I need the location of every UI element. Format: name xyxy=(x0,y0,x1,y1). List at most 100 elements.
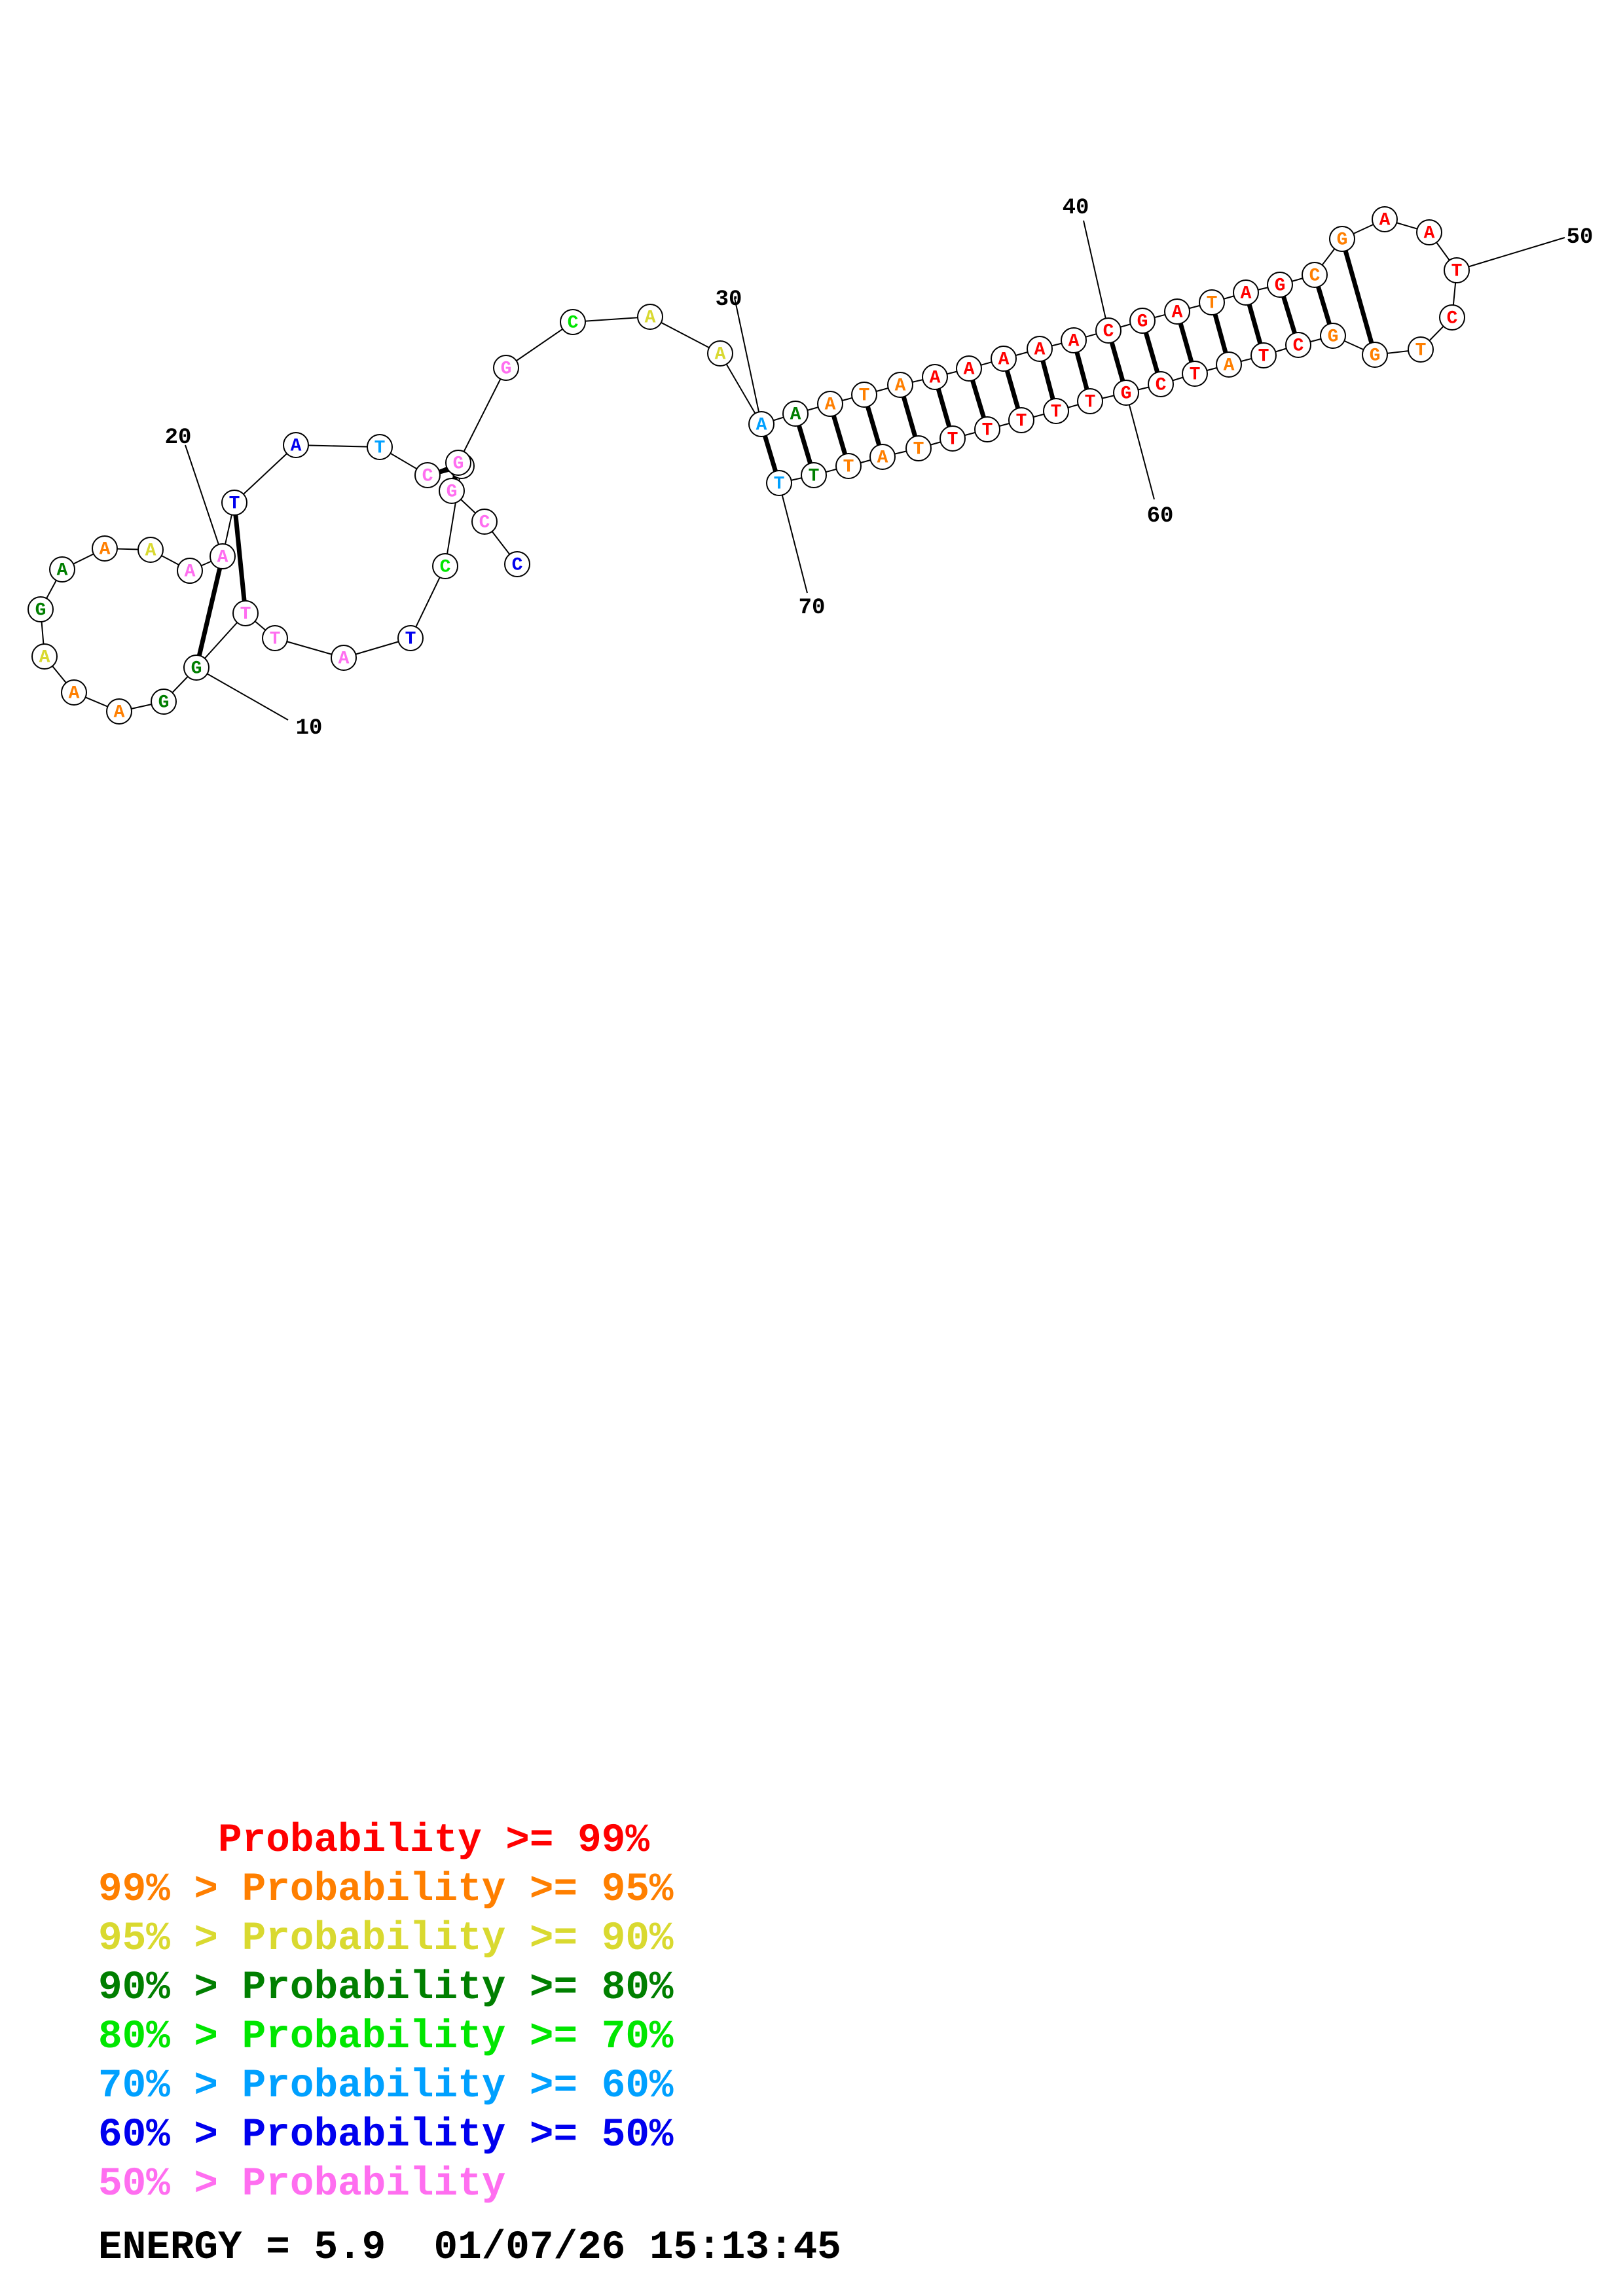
legend-row: 90% > Probability >= 80% xyxy=(98,1965,674,2011)
nucleotide-circle xyxy=(1444,257,1470,283)
nucleotide-circle xyxy=(1372,206,1398,232)
nucleotide-letter: C xyxy=(1447,308,1458,329)
nucleotide-letter: T xyxy=(1016,411,1027,431)
nucleotide-circle xyxy=(1250,342,1277,368)
legend-row: 60% > Probability >= 50% xyxy=(98,2113,674,2158)
nucleotide-31: A xyxy=(782,401,809,427)
energy-footer: ENERGY = 5.9 01/07/26 15:13:45 xyxy=(98,2225,841,2270)
backbone-link xyxy=(410,565,446,639)
nucleotide-8: T xyxy=(262,625,288,651)
nucleotide-28: A xyxy=(637,304,663,330)
position-number-label: 20 xyxy=(165,425,192,450)
base-pair-bond xyxy=(232,502,248,614)
nucleotide-letter: A xyxy=(1068,331,1080,351)
nucleotide-circle xyxy=(1320,323,1346,349)
nucleotide-1: C xyxy=(504,551,530,577)
nucleotide-circle xyxy=(27,596,54,622)
nucleotide-49: A xyxy=(1416,219,1442,245)
nucleotide-circle xyxy=(1199,289,1225,315)
nucleotide-circle xyxy=(939,425,966,452)
nucleotide-letter: G xyxy=(35,600,46,620)
backbone-link xyxy=(295,444,380,448)
nucleotide-circle xyxy=(887,372,913,398)
nucleotide-circle xyxy=(183,655,210,681)
nucleotide-circle xyxy=(974,416,1000,442)
nucleotide-circle xyxy=(1233,279,1259,306)
nucleotide-letter: A xyxy=(39,647,50,668)
nucleotide-circle xyxy=(151,689,177,715)
nucleotide-letter: A xyxy=(1034,340,1046,360)
nucleotide-circle xyxy=(956,355,982,382)
nucleotide-letter: C xyxy=(422,466,433,486)
nucleotide-67: A xyxy=(869,444,896,470)
nucleotide-circle xyxy=(504,551,530,577)
nucleotide-14: A xyxy=(31,643,58,670)
nucleotide-letter: C xyxy=(512,555,523,575)
nucleotide-letter: T xyxy=(374,438,386,458)
nucleotide-letter: C xyxy=(1293,336,1304,356)
nucleotide-letter: A xyxy=(291,436,302,456)
nucleotide-circle xyxy=(560,309,586,335)
nucleotide-11: G xyxy=(151,689,177,715)
nucleotide-circle xyxy=(92,535,118,562)
nucleotide-30: A xyxy=(748,411,775,437)
nucleotide-letter: G xyxy=(1275,276,1286,296)
legend-row: 50% > Probability xyxy=(98,2162,506,2207)
nucleotide-letter: A xyxy=(185,562,196,582)
nucleotide-10: G xyxy=(183,655,210,681)
legend-row: 99% > Probability >= 95% xyxy=(98,1867,674,1912)
nucleotide-letter: T xyxy=(270,629,281,649)
nucleotide-letter: T xyxy=(1190,365,1201,385)
position-number-label: 10 xyxy=(296,716,323,741)
probability-legend: Probability >= 99% 99% > Probability >= 9… xyxy=(98,1816,674,2209)
nucleotide-5: C xyxy=(432,553,458,579)
nucleotide-circle xyxy=(1113,380,1139,406)
nucleotide-circle xyxy=(1408,336,1434,363)
number-tick xyxy=(734,297,762,425)
nucleotide-circle xyxy=(869,444,896,470)
nucleotide-circle xyxy=(905,435,932,461)
nucleotide-circle xyxy=(1061,327,1087,353)
nucleotide-letter: T xyxy=(1415,340,1427,361)
nucleotide-26: G xyxy=(493,355,519,381)
nucleotide-letter: T xyxy=(859,386,870,406)
nucleotide-circle xyxy=(210,543,236,569)
backbone-link xyxy=(720,353,762,425)
nucleotide-32: A xyxy=(817,391,843,417)
nucleotide-circle xyxy=(817,391,843,417)
nucleotide-60: G xyxy=(1113,380,1139,406)
nucleotide-letter: A xyxy=(756,415,767,435)
nucleotide-36: A xyxy=(956,355,982,382)
nucleotide-circle xyxy=(432,553,458,579)
nucleotide-24: C xyxy=(414,462,441,488)
number-tick xyxy=(196,667,289,721)
nucleotide-letter: T xyxy=(809,466,820,486)
nucleotide-letter: T xyxy=(774,474,785,494)
nucleotide-circle xyxy=(439,478,465,504)
nucleotide-17: A xyxy=(92,535,118,562)
position-number-label: 50 xyxy=(1567,225,1594,250)
nucleotide-7: A xyxy=(331,645,357,671)
number-label-layer: 10 20 30 40 50 60 70 xyxy=(165,196,1594,741)
nucleotide-circle xyxy=(1164,298,1190,325)
nucleotide-circle xyxy=(221,490,247,516)
backbone-link xyxy=(458,367,507,463)
nucleotide-letter: A xyxy=(964,359,975,380)
nucleotide-circle xyxy=(493,355,519,381)
nucleotide-48: A xyxy=(1372,206,1398,232)
nucleotide-53: G xyxy=(1362,342,1388,368)
nucleotide-letter: G xyxy=(1137,312,1148,332)
nucleotide-letter: T xyxy=(1207,293,1218,314)
position-number-label: 40 xyxy=(1063,196,1089,221)
nucleotide-letter: A xyxy=(825,395,836,415)
nucleotide-letter: G xyxy=(453,454,464,474)
nucleotide-circle xyxy=(1302,262,1328,288)
nucleotide-circle xyxy=(851,382,877,408)
nucleotide-circle xyxy=(397,625,424,651)
nucleotide-letter: A xyxy=(1379,210,1391,230)
nucleotide-circle xyxy=(232,600,259,626)
nucleotide-circle xyxy=(471,509,498,535)
legend-row: 70% > Probability >= 60% xyxy=(98,2064,674,2109)
nucleotide-letter: A xyxy=(895,376,906,396)
nucleotide-16: A xyxy=(49,556,75,583)
